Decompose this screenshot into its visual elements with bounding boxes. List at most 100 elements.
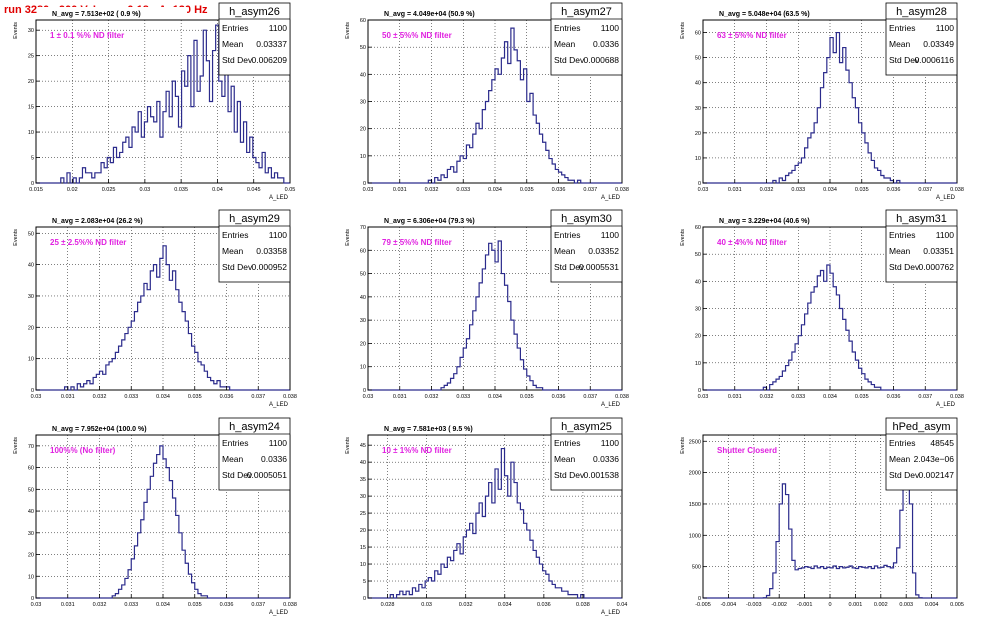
navg-box <box>369 7 519 18</box>
x-tick-label: 0.038 <box>283 394 297 400</box>
x-tick-label: 0.033 <box>124 394 138 400</box>
y-tick-label: 30 <box>28 294 34 300</box>
filter-annotation: 1 ± 0.1 %% ND filter <box>50 31 124 40</box>
x-tick-label: 0.036 <box>220 394 234 400</box>
stats-label: Entries <box>222 438 248 448</box>
navg-box <box>37 7 187 18</box>
y-tick-label: 50 <box>28 231 34 237</box>
navg-label: N_avg = 2.083e+04 (26.2 %) <box>52 218 143 225</box>
x-axis-label: A_LED <box>601 402 621 408</box>
x-tick-label: 0.034 <box>823 394 837 400</box>
y-tick-label: 30 <box>360 318 366 324</box>
y-tick-label: 50 <box>360 272 366 278</box>
x-tick-label: 0.031 <box>728 187 742 193</box>
stats-label: Std Dev <box>554 470 585 480</box>
stats-value: 1100 <box>936 230 955 240</box>
y-tick-label: 40 <box>28 509 34 515</box>
x-tick-label: 0.03 <box>139 187 150 193</box>
y-tick-label: 2500 <box>689 439 701 445</box>
y-tick-label: 10 <box>360 562 366 568</box>
stats-box <box>885 417 958 491</box>
x-tick-label: -0.002 <box>771 602 787 608</box>
histogram-series-h_asym26 <box>36 24 290 184</box>
stats-label: Entries <box>554 23 580 33</box>
y-tick-label: 10 <box>360 154 366 160</box>
x-tick-label: 0.032 <box>760 394 774 400</box>
x-axis-label: A_LED <box>601 610 621 616</box>
stats-label: Mean <box>554 39 576 49</box>
y-tick-label: 1000 <box>689 533 701 539</box>
y-tick-label: 50 <box>695 252 701 258</box>
x-tick-label: 0.034 <box>488 187 502 193</box>
y-tick-label: 40 <box>360 460 366 466</box>
y-tick-label: 30 <box>28 531 34 537</box>
x-tick-label: 0.034 <box>156 394 170 400</box>
x-tick-label: -0.003 <box>746 602 762 608</box>
stats-value: 0.0336 <box>593 39 619 49</box>
y-tick-label: 40 <box>28 263 34 269</box>
y-tick-label: 40 <box>360 72 366 78</box>
stats-label: Mean <box>889 39 911 49</box>
x-tick-label: 0.02 <box>67 187 78 193</box>
x-axis-label: A_LED <box>601 195 621 201</box>
x-tick-label: 0.038 <box>615 187 629 193</box>
y-tick-label: 60 <box>360 18 366 24</box>
stats-value: 1100 <box>269 230 288 240</box>
x-axis-label: A_LED <box>269 610 289 616</box>
stats-label: Entries <box>222 230 248 240</box>
y-tick-label: 40 <box>695 279 701 285</box>
y-tick-label: 0 <box>363 596 366 602</box>
stats-value: 0.0336 <box>593 454 619 464</box>
y-axis-label: Events <box>680 437 686 454</box>
x-tick-label: 0.035 <box>188 394 202 400</box>
x-tick-label: 0 <box>828 602 831 608</box>
stats-box <box>218 2 291 76</box>
y-tick-label: 70 <box>360 225 366 231</box>
y-axis-label: Events <box>680 229 686 246</box>
stats-value: 0.03349 <box>923 39 954 49</box>
x-tick-label: 0.03 <box>31 602 42 608</box>
x-tick-label: 0.033 <box>791 394 805 400</box>
filter-annotation: 25 ± 2.5%% ND filter <box>50 238 126 247</box>
stats-value: 0.0006116 <box>914 55 954 65</box>
stats-label: Std Dev <box>889 55 920 65</box>
histogram-title: h_asym27 <box>561 6 612 18</box>
navg-label: N_avg = 6.306e+04 (79.3 %) <box>384 218 475 225</box>
histogram-series-h_asym30 <box>368 240 622 391</box>
x-tick-label: 0.031 <box>728 394 742 400</box>
navg-label: N_avg = 7.952e+04 (100.0 %) <box>52 426 147 433</box>
plot-frame <box>35 19 291 184</box>
navg-box <box>369 422 519 433</box>
stats-value: 0.001538 <box>584 470 620 480</box>
filter-annotation: Shutter Closerd <box>717 446 777 455</box>
y-tick-label: 0 <box>31 181 34 187</box>
y-tick-label: 20 <box>28 325 34 331</box>
stats-value: 0.002147 <box>919 470 955 480</box>
x-tick-label: 0.033 <box>456 394 470 400</box>
stats-value: 0.000952 <box>252 262 288 272</box>
histogram-panel-h_asym25: 0.028 0.03 0.032 0.034 0.036 0.038 0.04 0 5 10 15 2… <box>345 417 627 616</box>
navg-box <box>704 7 854 18</box>
histogram-panel-h_asym29: 0.03 0.031 0.032 0.033 0.034 0.035 0.036 0.037 0… <box>13 209 297 408</box>
filter-annotation: 40 ± 4%% ND filter <box>717 238 787 247</box>
x-tick-label: 0.031 <box>393 394 407 400</box>
x-tick-label: -0.005 <box>695 602 711 608</box>
y-tick-label: 60 <box>28 466 34 472</box>
navg-label: N_avg = 4.049e+04 (50.9 %) <box>384 11 475 18</box>
x-tick-label: 0.015 <box>29 187 43 193</box>
x-tick-label: 0.035 <box>855 187 869 193</box>
plot-frame <box>367 434 623 599</box>
histogram-series-h_asym24 <box>36 445 290 599</box>
x-tick-label: 0.004 <box>925 602 939 608</box>
stats-label: Entries <box>554 230 580 240</box>
x-tick-label: 0.002 <box>874 602 888 608</box>
stats-value: 1100 <box>269 438 288 448</box>
x-tick-label: 0.04 <box>212 187 223 193</box>
histogram-title: h_asym28 <box>896 6 947 18</box>
y-tick-label: 35 <box>360 477 366 483</box>
y-tick-label: 20 <box>28 553 34 559</box>
x-tick-label: 0.038 <box>950 187 964 193</box>
stats-value: 0.000688 <box>584 55 620 65</box>
x-axis-label: A_LED <box>936 195 956 201</box>
